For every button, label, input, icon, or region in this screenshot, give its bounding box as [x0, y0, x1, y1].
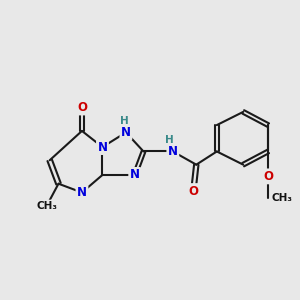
Text: N: N [98, 141, 107, 154]
Text: N: N [121, 126, 131, 139]
Text: O: O [188, 184, 198, 197]
Text: CH₃: CH₃ [36, 201, 57, 211]
Text: O: O [263, 170, 273, 183]
Text: N: N [130, 168, 140, 182]
Text: N: N [77, 186, 87, 199]
Text: O: O [77, 101, 87, 114]
Text: N: N [168, 145, 178, 158]
Text: CH₃: CH₃ [271, 194, 292, 203]
Text: H: H [120, 116, 129, 126]
Text: H: H [165, 135, 174, 145]
